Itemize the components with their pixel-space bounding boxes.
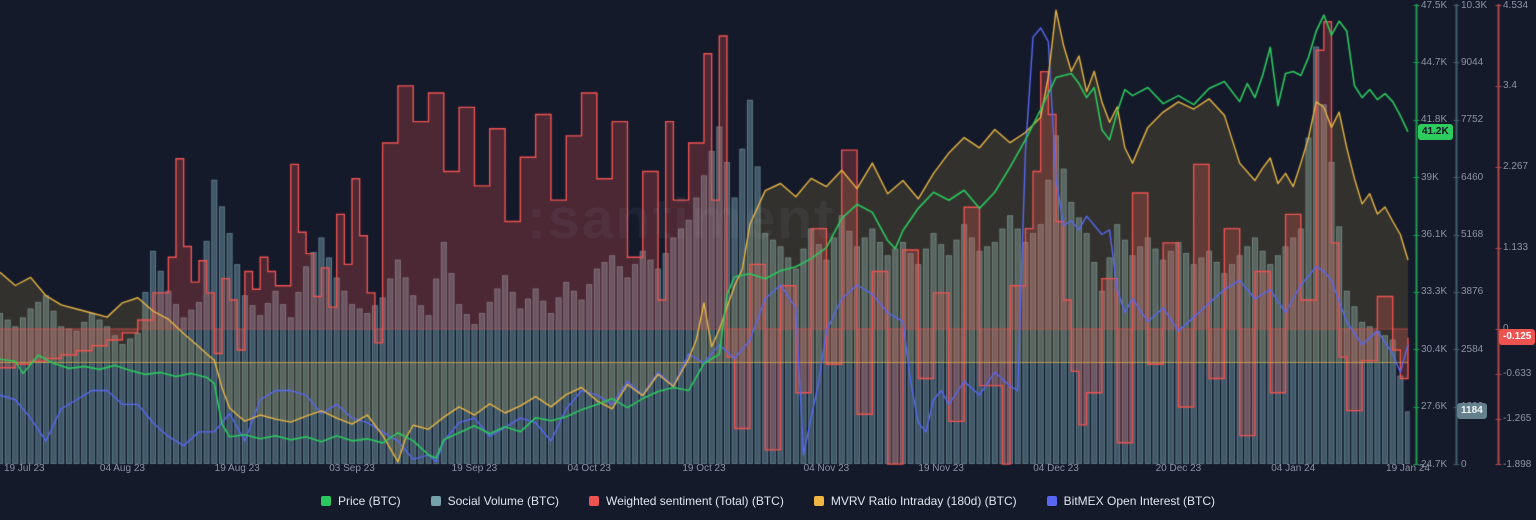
x-axis-label: 19 Aug 23 <box>214 463 260 474</box>
x-axis-label: 19 Oct 23 <box>682 463 726 474</box>
x-axis-label: 04 Jan 24 <box>1271 463 1316 474</box>
social-axis-tick-label: 6460 <box>1461 171 1484 183</box>
legend-swatch-price <box>320 496 331 506</box>
sentiment-axis-tick-label: 2.267 <box>1503 161 1529 173</box>
price-axis-tick-label: 24.7K <box>1421 458 1448 470</box>
sentiment-axis-tick-label: -1.898 <box>1503 458 1532 470</box>
legend-label-bitmex-open-interest: BitMEX Open Interest (BTC) <box>1063 494 1216 508</box>
sentiment-badge: -0.125 <box>1499 329 1536 346</box>
x-axis-label: 03 Sep 23 <box>329 463 375 474</box>
social-axis-tick-label: 10.3K <box>1461 0 1488 11</box>
legend-item-price[interactable]: Price (BTC) <box>320 494 401 508</box>
sentiment-axis-tick-label: -1.265 <box>1503 413 1532 425</box>
x-axis-label: 04 Dec 23 <box>1033 463 1079 474</box>
social-axis-tick-label: 5168 <box>1461 229 1484 240</box>
sentiment-axis-tick-label: 1.133 <box>1503 242 1529 254</box>
legend-item-social-volume[interactable]: Social Volume (BTC) <box>430 494 559 508</box>
price-axis-tick-label: 39K <box>1421 171 1439 183</box>
legend-swatch-social-volume <box>430 496 441 506</box>
x-axis-label: 19 Jul 23 <box>4 463 45 474</box>
price-badge: 41.2K <box>1418 123 1453 140</box>
x-axis-label: 19 Nov 23 <box>918 463 964 474</box>
x-axis-label: 04 Oct 23 <box>567 463 611 474</box>
price-axis-tick-label: 27.6K <box>1421 401 1448 413</box>
legend-swatch-bitmex-open-interest <box>1046 496 1057 506</box>
legend-item-bitmex-open-interest[interactable]: BitMEX Open Interest (BTC) <box>1046 494 1216 508</box>
price-axis-tick-label: 44.7K <box>1421 56 1448 68</box>
price-axis-tick-label: 33.3K <box>1421 286 1448 298</box>
legend-label-mvrv-ratio: MVRV Ratio Intraday (180d) (BTC) <box>830 494 1017 508</box>
social-axis-tick-label: 2584 <box>1461 343 1484 355</box>
social-axis-tick-label: 9044 <box>1461 56 1484 68</box>
sentiment-axis-tick-label: -0.633 <box>1503 368 1532 380</box>
legend-swatch-weighted-sentiment <box>588 496 599 506</box>
social-axis-tick-label: 7752 <box>1461 114 1484 126</box>
social-axis-tick-label: 0 <box>1461 458 1467 470</box>
legend-label-social-volume: Social Volume (BTC) <box>447 494 559 508</box>
price-axis-tick-label: 41.8K <box>1421 114 1448 126</box>
legend: Price (BTC) Social Volume (BTC) Weighted s… <box>0 489 1536 513</box>
x-axis-label: 19 Jan 24 <box>1386 463 1430 474</box>
sentiment-axis-tick-label: 0 <box>1503 323 1509 334</box>
sentiment-axis-tick-label: 4.534 <box>1503 0 1529 11</box>
legend-label-weighted-sentiment: Weighted sentiment (Total) (BTC) <box>605 494 784 508</box>
x-axis-label: 04 Aug 23 <box>99 463 145 474</box>
x-axis-label: 20 Dec 23 <box>1155 463 1202 474</box>
legend-swatch-mvrv-ratio <box>813 496 824 506</box>
sentiment-axis-tick-label: 3.4 <box>1503 80 1517 92</box>
legend-label-price: Price (BTC) <box>337 494 401 508</box>
x-axis-label: 19 Sep 23 <box>451 463 498 474</box>
x-axis-label: 04 Nov 23 <box>803 463 850 474</box>
price-axis-tick-label: 36.1K <box>1421 229 1448 240</box>
legend-item-mvrv-ratio[interactable]: MVRV Ratio Intraday (180d) (BTC) <box>813 494 1017 508</box>
legend-item-weighted-sentiment[interactable]: Weighted sentiment (Total) (BTC) <box>588 494 784 508</box>
price-axis-tick-label: 30.4K <box>1421 343 1448 355</box>
price-axis-tick-label: 47.5K <box>1421 0 1448 11</box>
social-badge: 1184 <box>1457 403 1487 420</box>
social-axis-tick-label: 3876 <box>1461 286 1484 298</box>
